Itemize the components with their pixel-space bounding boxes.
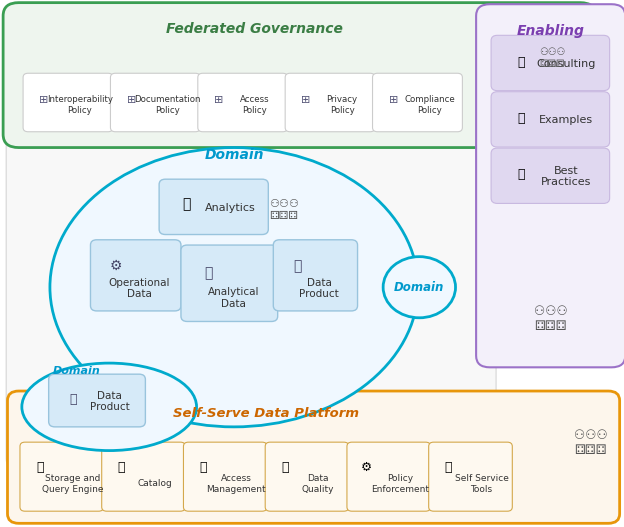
Text: ⚇⚇⚇
⚃⚃⚃: ⚇⚇⚇ ⚃⚃⚃	[269, 199, 299, 220]
FancyBboxPatch shape	[476, 4, 624, 367]
Text: Compliance
Policy: Compliance Policy	[404, 95, 455, 115]
Text: ⊞: ⊞	[389, 95, 398, 105]
Text: Operational
Data: Operational Data	[109, 278, 170, 299]
Text: ⚙: ⚙	[110, 259, 122, 274]
FancyBboxPatch shape	[102, 442, 185, 511]
Text: 🖥: 🖥	[36, 461, 44, 474]
Text: Enabling: Enabling	[517, 24, 585, 37]
Text: 🔍: 🔍	[204, 266, 212, 280]
Text: Domain: Domain	[204, 149, 264, 162]
Ellipse shape	[22, 363, 197, 451]
Text: 📦: 📦	[70, 393, 77, 406]
Text: ⚇⚇⚇
⚃⚃⚃: ⚇⚇⚇ ⚃⚃⚃	[574, 428, 608, 457]
Text: ⚇⚇⚇
⚃⚃⚃: ⚇⚇⚇ ⚃⚃⚃	[539, 47, 565, 69]
Ellipse shape	[50, 148, 418, 427]
Text: ⊞: ⊞	[301, 95, 311, 105]
Text: Data
Product: Data Product	[90, 391, 130, 412]
FancyBboxPatch shape	[491, 35, 610, 91]
Text: Analytical
Data: Analytical Data	[208, 287, 260, 308]
Text: ⊞: ⊞	[127, 95, 136, 105]
Text: Storage and
Query Engine: Storage and Query Engine	[42, 474, 104, 494]
FancyBboxPatch shape	[23, 73, 113, 132]
Text: Catalog: Catalog	[137, 480, 172, 489]
Text: Privacy
Policy: Privacy Policy	[326, 95, 358, 115]
FancyBboxPatch shape	[491, 92, 610, 147]
Text: Interoperability
Policy: Interoperability Policy	[47, 95, 113, 115]
FancyBboxPatch shape	[7, 391, 620, 523]
Text: Consulting: Consulting	[537, 59, 596, 69]
FancyBboxPatch shape	[49, 374, 145, 427]
FancyBboxPatch shape	[159, 179, 268, 235]
Text: ⚙: ⚙	[361, 461, 373, 474]
Text: Policy
Enforcement: Policy Enforcement	[371, 474, 429, 494]
FancyBboxPatch shape	[198, 73, 288, 132]
Text: 👍: 👍	[517, 168, 524, 181]
FancyBboxPatch shape	[110, 73, 200, 132]
Text: ⚇⚇⚇
⚃⚃⚃: ⚇⚇⚇ ⚃⚃⚃	[534, 305, 568, 333]
Ellipse shape	[383, 257, 456, 318]
Text: Best
Practices: Best Practices	[541, 166, 592, 188]
Text: 👁: 👁	[281, 461, 289, 474]
Text: Analytics: Analytics	[205, 203, 256, 213]
Text: Domain: Domain	[394, 281, 444, 294]
Text: 🔑: 🔑	[200, 461, 207, 474]
Text: Access
Policy: Access Policy	[240, 95, 270, 115]
Text: ⊞: ⊞	[214, 95, 223, 105]
Text: Federated Governance: Federated Governance	[166, 22, 343, 36]
FancyBboxPatch shape	[20, 442, 104, 511]
Text: 📅: 📅	[517, 112, 524, 125]
Text: 📦: 📦	[293, 259, 301, 274]
Text: Data
Product: Data Product	[299, 278, 339, 299]
Text: 💬: 💬	[445, 461, 452, 474]
FancyBboxPatch shape	[373, 73, 462, 132]
Text: 📗: 📗	[118, 461, 125, 474]
Text: ⊞: ⊞	[39, 95, 49, 105]
Text: Access
Management: Access Management	[207, 474, 266, 494]
FancyBboxPatch shape	[181, 245, 278, 321]
Text: Self-Serve Data Platform: Self-Serve Data Platform	[173, 407, 359, 420]
FancyBboxPatch shape	[6, 132, 496, 469]
FancyBboxPatch shape	[273, 240, 358, 311]
FancyBboxPatch shape	[3, 3, 596, 148]
Text: 📈: 📈	[182, 198, 191, 212]
FancyBboxPatch shape	[90, 240, 181, 311]
Text: Examples: Examples	[539, 115, 593, 125]
Text: Domain: Domain	[53, 366, 101, 376]
Text: 💬: 💬	[517, 55, 524, 69]
Text: Documentation
Policy: Documentation Policy	[134, 95, 200, 115]
FancyBboxPatch shape	[429, 442, 512, 511]
Text: Self Service
Tools: Self Service Tools	[455, 474, 509, 494]
FancyBboxPatch shape	[265, 442, 349, 511]
FancyBboxPatch shape	[491, 148, 610, 203]
FancyBboxPatch shape	[285, 73, 375, 132]
Text: Data
Quality: Data Quality	[302, 474, 334, 494]
FancyBboxPatch shape	[183, 442, 267, 511]
FancyBboxPatch shape	[347, 442, 431, 511]
